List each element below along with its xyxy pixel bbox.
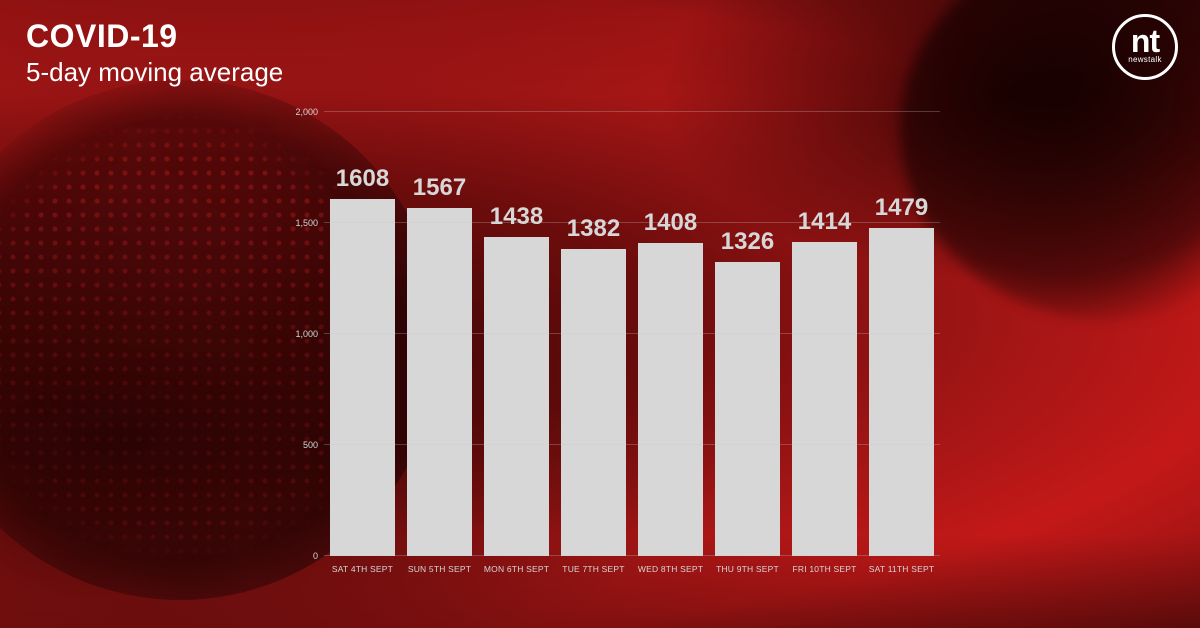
x-tick-label: TUE 7TH SEPT (555, 564, 632, 574)
x-tick-label: SAT 4TH SEPT (324, 564, 401, 574)
y-tick-label: 1,000 (295, 329, 324, 339)
bar (792, 242, 857, 556)
x-tick-label: SUN 5TH SEPT (401, 564, 478, 574)
grid-line (324, 444, 940, 445)
logo-subtext: newstalk (1128, 55, 1162, 64)
x-tick-label: FRI 10TH SEPT (786, 564, 863, 574)
newstalk-logo: nt newstalk (1112, 14, 1178, 80)
bar-slot: 1382TUE 7TH SEPT (555, 112, 632, 556)
bar (869, 228, 934, 556)
y-tick-label: 500 (303, 440, 324, 450)
bar-value-label: 1479 (875, 194, 928, 222)
bar (330, 199, 395, 556)
y-tick-label: 2,000 (295, 107, 324, 117)
bars-container: 1608SAT 4TH SEPT1567SUN 5TH SEPT1438MON … (324, 112, 940, 556)
infographic-canvas: COVID-19 5-day moving average nt newstal… (0, 0, 1200, 628)
bar-slot: 1567SUN 5TH SEPT (401, 112, 478, 556)
bar-slot: 1608SAT 4TH SEPT (324, 112, 401, 556)
grid-line (324, 111, 940, 112)
bar-slot: 1438MON 6TH SEPT (478, 112, 555, 556)
grid-line (324, 333, 940, 334)
x-tick-label: WED 8TH SEPT (632, 564, 709, 574)
bar-slot: 1414FRI 10TH SEPT (786, 112, 863, 556)
x-tick-label: SAT 11TH SEPT (863, 564, 940, 574)
title-sub: 5-day moving average (26, 57, 283, 88)
bar (484, 237, 549, 556)
bar-chart: 1608SAT 4TH SEPT1567SUN 5TH SEPT1438MON … (300, 112, 940, 592)
y-tick-label: 1,500 (295, 218, 324, 228)
x-tick-label: THU 9TH SEPT (709, 564, 786, 574)
logo-text: nt (1131, 28, 1159, 55)
grid-line (324, 555, 940, 556)
bar-slot: 1408WED 8TH SEPT (632, 112, 709, 556)
y-tick-label: 0 (313, 551, 324, 561)
bar (407, 208, 472, 556)
title-main: COVID-19 (26, 18, 283, 55)
bar-value-label: 1608 (336, 165, 389, 193)
title-block: COVID-19 5-day moving average (26, 18, 283, 88)
bar-slot: 1326THU 9TH SEPT (709, 112, 786, 556)
bar-value-label: 1408 (644, 209, 697, 237)
bar-value-label: 1567 (413, 174, 466, 202)
bar (715, 262, 780, 556)
plot-area: 1608SAT 4TH SEPT1567SUN 5TH SEPT1438MON … (324, 112, 940, 556)
bar (561, 249, 626, 556)
bar-value-label: 1326 (721, 228, 774, 256)
bar-value-label: 1438 (490, 203, 543, 231)
bar (638, 243, 703, 556)
bar-slot: 1479SAT 11TH SEPT (863, 112, 940, 556)
grid-line (324, 222, 940, 223)
x-tick-label: MON 6TH SEPT (478, 564, 555, 574)
bar-value-label: 1382 (567, 215, 620, 243)
